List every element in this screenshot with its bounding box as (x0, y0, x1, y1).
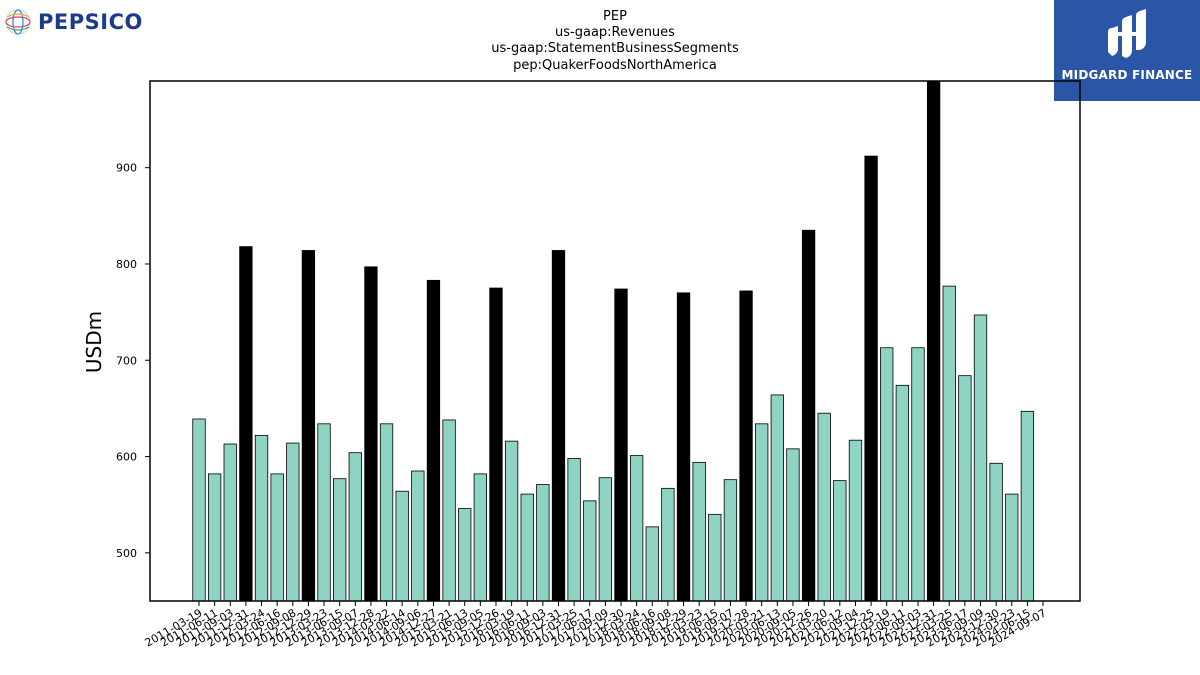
quarter-bar (786, 448, 800, 602)
quarter-bar (317, 423, 331, 602)
quarter-bar (817, 412, 831, 602)
quarter-bar (973, 314, 988, 602)
quarter-bar (583, 500, 597, 602)
quarter-bar (598, 477, 613, 602)
midgard-finance-watermark: MIDGARD FINANCE (1054, 0, 1200, 101)
midgard-logo-icon (1108, 9, 1146, 58)
quarter-bar (833, 480, 847, 602)
quarter-bar (708, 513, 722, 602)
annual-bar (801, 229, 816, 602)
y-tick-label: 800 (116, 258, 137, 271)
quarter-bar (286, 442, 300, 602)
quarter-bar (1020, 410, 1035, 602)
annual-bar (489, 287, 503, 602)
plot-frame (149, 80, 1081, 602)
quarter-bar (661, 487, 675, 602)
quarter-bar (442, 419, 456, 602)
watermark-label: MIDGARD FINANCE (1061, 68, 1193, 82)
y-axis-ticks: 500 600 700 800 900 (116, 162, 150, 560)
quarter-bar (1005, 493, 1019, 602)
globe-icon (5, 9, 31, 35)
title-line: PEP (603, 9, 627, 24)
bar-series (192, 80, 1035, 602)
quarter-bar (504, 440, 519, 602)
quarter-bar (270, 473, 284, 602)
quarter-bar (880, 347, 894, 602)
title-line: us-gaap:StatementBusinessSegments (491, 41, 739, 56)
title-line: pep:QuakerFoodsNorthAmerica (513, 58, 717, 73)
quarter-bar (770, 394, 784, 602)
x-axis-ticks: 2011-03-192011-06-112011-09-032011-12-31… (143, 601, 1049, 650)
quarter-bar (645, 526, 659, 602)
y-tick-label: 700 (116, 354, 137, 367)
annual-bar (426, 279, 441, 602)
quarter-bar (723, 479, 738, 602)
brand-name: PEPSICO (38, 10, 143, 34)
quarter-bar (207, 473, 222, 602)
annual-bar (739, 290, 753, 602)
quarter-bar (411, 470, 425, 602)
pepsico-logo: PEPSICO (4, 6, 164, 42)
quarter-bar (348, 452, 362, 602)
annual-bar (676, 292, 691, 602)
quarter-bar (755, 423, 769, 602)
quarter-bar (379, 423, 394, 602)
annual-bar (614, 288, 628, 602)
quarter-bar (629, 455, 644, 602)
quarter-bar (395, 490, 409, 602)
y-tick-label: 900 (116, 162, 137, 175)
quarter-bar (567, 458, 581, 602)
annual-bar (926, 80, 941, 602)
quarter-bar (333, 478, 347, 602)
quarter-bar (223, 443, 237, 602)
quarter-bar (989, 462, 1003, 602)
annual-bar (551, 250, 566, 602)
annual-bar (301, 250, 316, 602)
annual-bar (239, 246, 253, 602)
quarter-bar (958, 375, 972, 602)
quarter-bar (458, 508, 472, 602)
chart-title: PEP us-gaap:Revenues us-gaap:StatementBu… (491, 9, 739, 73)
annual-bar (364, 266, 378, 602)
quarter-bar (536, 484, 550, 602)
annual-bar (864, 155, 878, 602)
quarter-bar (911, 347, 925, 602)
y-axis-title: USDm (82, 311, 106, 373)
quarter-bar (473, 473, 487, 602)
quarter-bar (942, 285, 956, 602)
y-tick-label: 600 (116, 451, 137, 464)
y-tick-label: 500 (116, 547, 137, 560)
quarter-bar (848, 439, 863, 602)
quarter-bar (692, 461, 706, 602)
quarter-bar (520, 493, 534, 602)
title-line: us-gaap:Revenues (555, 25, 675, 40)
quarter-bar (254, 434, 269, 602)
quarter-bar (895, 384, 909, 602)
quarter-bar (192, 418, 206, 602)
